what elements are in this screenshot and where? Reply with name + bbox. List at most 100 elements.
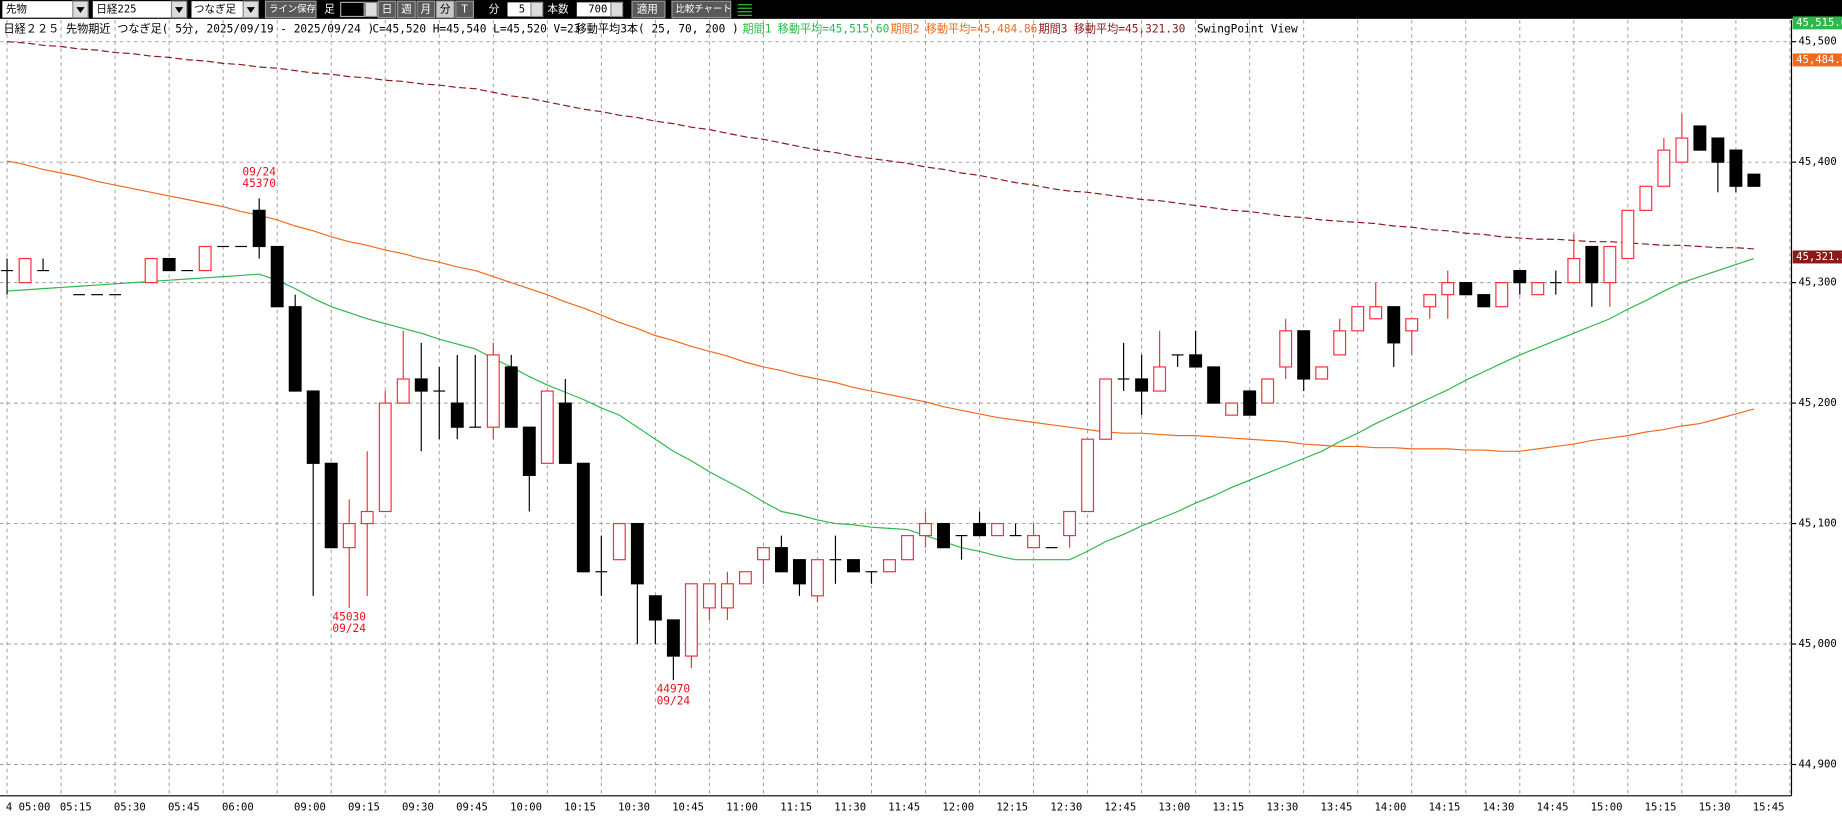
x-tick-label: 06:00	[222, 802, 254, 814]
x-tick-label: 11:15	[780, 802, 812, 814]
apply-button[interactable]	[631, 0, 666, 19]
dropdown-box[interactable]	[2, 1, 73, 18]
y-tick-label: 45,000	[1799, 638, 1837, 650]
y-tick-label: 45,400	[1799, 156, 1837, 168]
count-label: 本数	[547, 2, 569, 15]
candle-body	[1657, 149, 1671, 187]
candle-body	[1603, 245, 1617, 284]
candle-body	[1333, 330, 1347, 356]
x-tick-label: 10:45	[672, 802, 704, 814]
candle-body	[1441, 282, 1455, 296]
x-tick-label: 13:45	[1321, 802, 1353, 814]
x-tick-label: 09:00	[294, 802, 326, 814]
candle-body	[612, 522, 626, 561]
candle-body	[1567, 257, 1581, 284]
arrow-icon	[76, 7, 85, 13]
bar-input-icon[interactable]	[364, 1, 378, 18]
candle-body	[558, 402, 572, 464]
legend-value: 移動平均=45,484.86	[926, 21, 1038, 35]
candle-body	[1621, 209, 1635, 260]
count-input[interactable]	[576, 2, 611, 17]
candle-body	[1099, 378, 1113, 440]
candle-body	[1369, 306, 1383, 320]
candle-body	[1585, 245, 1599, 284]
candle-body	[18, 257, 32, 284]
y-tick-label: 44,900	[1799, 758, 1837, 770]
dropdown-box[interactable]	[92, 1, 172, 18]
spinner[interactable]	[530, 1, 544, 18]
candle-body	[162, 257, 176, 272]
save-button-label: ライン保存	[269, 3, 316, 15]
x-tick-label: 10:30	[618, 802, 650, 814]
swing-value: 44970	[657, 683, 691, 696]
candle-body	[504, 366, 518, 428]
unit-label: 分	[489, 3, 500, 15]
candle-body	[738, 571, 752, 585]
period-button[interactable]	[416, 0, 436, 19]
header: 日経２２５ 先物期近 つなぎ足( 5分, 2025/09/19 - 2025/0…	[4, 21, 1298, 35]
candle-body	[1135, 378, 1149, 392]
ma-line	[7, 41, 1754, 250]
period-label: T	[461, 3, 468, 15]
candle-body	[702, 583, 716, 609]
candle-body	[1405, 318, 1419, 332]
price-label-box	[1792, 16, 1842, 30]
period-button[interactable]	[377, 0, 397, 19]
interval-value: 5	[519, 3, 525, 15]
period-button[interactable]	[435, 0, 455, 19]
price-label: 45,484.8	[1796, 54, 1842, 66]
spinner[interactable]	[610, 1, 624, 18]
candle-body	[1711, 137, 1725, 163]
x-tick-label: 05:45	[168, 802, 200, 814]
arrow-icon	[246, 7, 255, 13]
x-tick-label: 15:45	[1753, 802, 1785, 814]
x-tick-label: 11:00	[726, 802, 758, 814]
x-tick-label: 10:15	[564, 802, 596, 814]
period-button[interactable]	[455, 0, 475, 19]
compare-icon[interactable]	[737, 4, 752, 16]
candle-body	[991, 522, 1004, 537]
candle-body	[288, 306, 302, 392]
swing-date: 09/24	[332, 622, 366, 635]
candle-body	[1747, 173, 1761, 187]
swing-value: 45030	[332, 610, 366, 623]
x-tick-label: 14:00	[1375, 802, 1407, 814]
period-label: 月	[421, 3, 432, 15]
x-tick-label: 12:00	[942, 802, 974, 814]
x-tick-label: 15:30	[1699, 802, 1731, 814]
x-tick-label: 12:30	[1050, 802, 1082, 814]
candle-body	[792, 559, 806, 585]
interval-input[interactable]	[507, 2, 531, 17]
save-button[interactable]	[264, 0, 317, 19]
candle-body	[847, 559, 860, 573]
candle-body	[1279, 330, 1293, 368]
x-tick-label: 15:15	[1645, 802, 1677, 814]
x-tick-label: 12:15	[996, 802, 1028, 814]
view-label: SwingPoint View	[1197, 22, 1298, 35]
candle-body	[1297, 330, 1311, 380]
bar-input[interactable]	[340, 1, 365, 18]
candle-body	[252, 209, 266, 248]
x-tick-label: 4 05:00	[6, 802, 51, 814]
candle-body	[1153, 366, 1167, 392]
candle-body	[1027, 535, 1041, 549]
period-button[interactable]	[397, 0, 416, 19]
x-tick-label: 11:30	[834, 802, 866, 814]
candle-body	[198, 245, 212, 272]
legend-name: 期間2	[890, 22, 919, 35]
x-tick-label: 09:45	[456, 802, 488, 814]
compare-button[interactable]	[671, 0, 732, 19]
x-tick-label: 14:30	[1483, 802, 1515, 814]
candle-body	[1225, 402, 1239, 416]
x-tick-label: 13:00	[1158, 802, 1190, 814]
arrow-icon	[175, 7, 184, 13]
candle-body	[576, 462, 590, 573]
dropdown-box[interactable]	[191, 1, 244, 18]
symbol: 日経225	[96, 2, 136, 15]
candle-body	[1387, 306, 1401, 344]
count-value: 700	[588, 3, 607, 15]
candle-body	[1081, 438, 1095, 513]
compare-button-label: 比較チャート	[675, 3, 731, 15]
bar-label: 足	[324, 3, 335, 15]
